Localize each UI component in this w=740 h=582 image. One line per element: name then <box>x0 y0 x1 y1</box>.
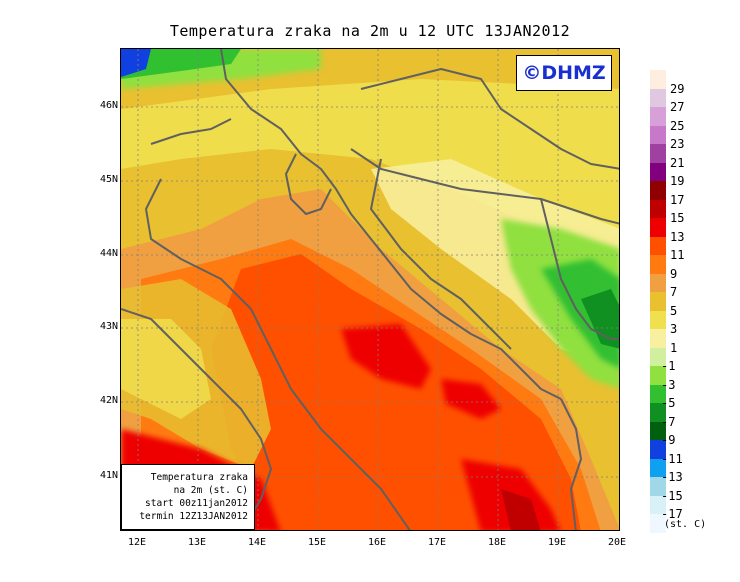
legend-swatch <box>650 421 666 440</box>
lat-label-46n: 46N <box>99 100 118 111</box>
legend-swatch <box>650 310 666 329</box>
legend-unit: (st. C) <box>664 519 707 530</box>
lat-label-42n: 42N <box>99 395 118 406</box>
dhmz-logo: ©DHMZ <box>516 55 612 91</box>
legend-label: 17 <box>670 192 685 207</box>
legend-swatch <box>650 329 666 348</box>
legend-label: 25 <box>670 118 685 133</box>
legend-swatch <box>650 384 666 403</box>
lat-label-45n: 45N <box>99 174 118 185</box>
temperature-map <box>120 48 620 531</box>
legend-swatch <box>650 199 666 218</box>
legend-label: 21 <box>670 155 685 170</box>
legend-swatch <box>650 495 666 514</box>
legend-label: -3 <box>661 377 676 392</box>
info-line-1: Temperatura zraka <box>150 472 248 483</box>
legend-label: 5 <box>670 303 678 318</box>
legend-label: -5 <box>661 396 676 410</box>
lon-label-17e: 17E <box>427 537 447 548</box>
legend-label: -15 <box>661 488 683 503</box>
legend-label: 9 <box>670 266 678 281</box>
legend-label: -9 <box>661 433 676 447</box>
legend-swatch <box>650 218 666 237</box>
legend-label: -17 <box>661 507 683 521</box>
forecast-info-box: Temperatura zraka na 2m (st. C) start 00… <box>121 464 255 530</box>
lon-label-12e: 12E <box>127 537 147 548</box>
legend-swatch <box>650 181 666 200</box>
lat-label-41n: 41N <box>99 470 118 481</box>
legend-swatch <box>650 88 666 107</box>
legend-swatch <box>650 292 666 311</box>
lon-label-20e: 20E <box>607 537 627 548</box>
legend-label: 19 <box>670 174 685 188</box>
legend-swatch <box>650 70 666 89</box>
lon-label-18e: 18E <box>487 537 507 548</box>
legend-swatch <box>650 144 666 163</box>
lat-label-43n: 43N <box>99 321 118 332</box>
legend-swatch <box>650 477 666 496</box>
info-line-2: na 2m (st. C) <box>173 485 248 496</box>
legend-label: -13 <box>661 470 683 484</box>
lon-label-13e: 13E <box>187 537 207 548</box>
legend-label: -1 <box>661 359 676 373</box>
lon-label-19e: 19E <box>547 537 567 548</box>
legend-swatch <box>650 440 666 459</box>
legend-swatch <box>650 458 666 477</box>
temperature-field <box>121 49 619 530</box>
legend-label: 1 <box>670 340 678 355</box>
legend-swatch <box>650 162 666 181</box>
legend-label: -11 <box>661 451 683 466</box>
legend-label: 29 <box>670 81 685 96</box>
legend-swatch <box>650 236 666 255</box>
legend-label: 27 <box>670 100 685 114</box>
legend-swatch <box>650 273 666 292</box>
lon-label-14e: 14E <box>247 537 267 548</box>
map-title: Temperatura zraka na 2m u 12 UTC 13JAN20… <box>169 22 571 40</box>
legend-swatch <box>650 366 666 385</box>
legend-label: 23 <box>670 137 685 151</box>
lon-label-15e: 15E <box>307 537 327 548</box>
legend-swatch <box>650 347 666 366</box>
lon-label-16e: 16E <box>367 537 387 548</box>
legend-label: 13 <box>670 229 685 244</box>
info-line-4: termin 12Z13JAN2012 <box>139 511 248 522</box>
legend-swatch <box>650 125 666 144</box>
legend-label: -7 <box>661 414 676 429</box>
legend-label: 15 <box>670 211 685 225</box>
info-line-3: start 00z11jan2012 <box>145 498 248 509</box>
legend-label: 7 <box>670 285 678 299</box>
legend-swatch <box>650 403 666 422</box>
lat-label-44n: 44N <box>99 248 118 259</box>
legend-label: 3 <box>670 322 678 336</box>
legend-label: 11 <box>670 248 685 262</box>
legend-swatch <box>650 255 666 274</box>
legend-swatch <box>650 107 666 126</box>
legend-swatch <box>650 514 666 533</box>
